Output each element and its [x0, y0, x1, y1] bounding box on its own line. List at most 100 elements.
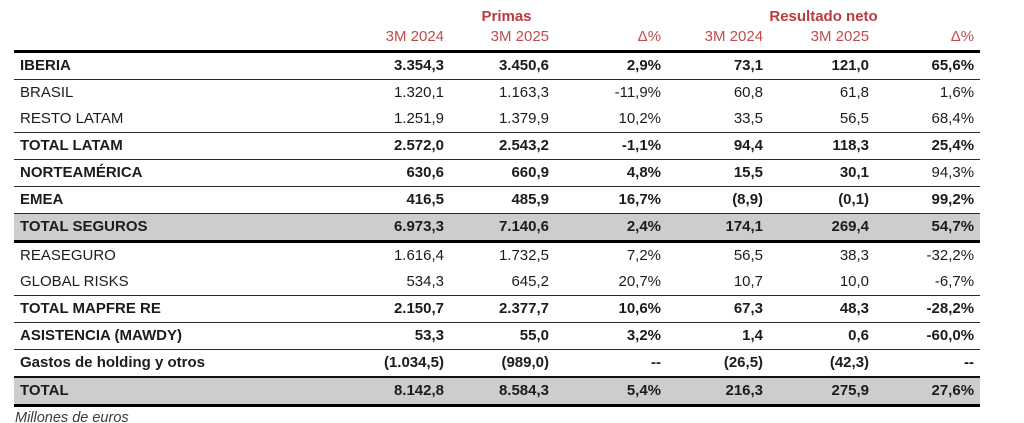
row-label: TOTAL: [14, 377, 346, 407]
cell-primas-delta: 10,6%: [555, 295, 668, 323]
row-label: NORTEAMÉRICA: [14, 159, 346, 187]
row-label: REASEGURO: [20, 247, 116, 264]
table-row-asistencia-mawdy: ASISTENCIA (MAWDY) 53,3 55,0 3,2% 1,4 0,…: [14, 322, 981, 350]
cell-resultado-2024: 1,4: [667, 322, 770, 350]
cell-primas-2024: 1.320,1: [393, 84, 444, 101]
row-label: ASISTENCIA (MAWDY): [14, 322, 346, 350]
group-header-primas: Primas: [481, 8, 532, 25]
table-row-global-risks: GLOBAL RISKS 534,3 645,2 20,7% 10,7 10,0…: [14, 269, 981, 296]
cell-resultado-2024: 94,4: [667, 132, 770, 160]
cell-resultado-2024: 15,5: [667, 159, 770, 187]
cell-resultado-2024: 73,1: [667, 51, 770, 80]
column-header-row: 3M 2024 3M 2025 Δ% 3M 2024 3M 2025 Δ%: [14, 27, 981, 53]
cell-resultado-2025: 38,3: [839, 247, 870, 264]
cell-primas-delta: 2,4%: [555, 213, 668, 243]
row-label: GLOBAL RISKS: [14, 269, 346, 296]
cell-resultado-delta: 1,6%: [939, 84, 975, 101]
cell-resultado-2025: 61,8: [839, 84, 870, 101]
group-header-resultado-neto: Resultado neto: [769, 8, 878, 25]
row-label: Gastos de holding y otros: [14, 349, 346, 378]
cell-resultado-2025: (42,3): [769, 349, 876, 378]
row-label: RESTO LATAM: [14, 106, 346, 133]
cell-primas-2024: 3.354,3: [346, 51, 450, 80]
cell-primas-2024: 6.973,3: [346, 213, 450, 243]
cell-resultado-2025: 269,4: [769, 213, 876, 243]
cell-primas-2024: 1.251,9: [346, 106, 450, 133]
cell-primas-2025: 2.543,2: [450, 132, 555, 160]
cell-primas-delta: 16,7%: [555, 186, 668, 214]
cell-primas-2024: 2.150,7: [346, 295, 450, 323]
cell-primas-2025: 645,2: [450, 269, 555, 296]
cell-primas-2025: 55,0: [450, 322, 555, 350]
row-label: TOTAL MAPFRE RE: [14, 295, 346, 323]
group-header-row: Primas Resultado neto: [14, 6, 980, 27]
cell-resultado-2025: 10,0: [769, 269, 876, 296]
cell-primas-2024: 8.142,8: [346, 377, 450, 407]
cell-primas-2025: 1.163,3: [498, 84, 549, 101]
cell-resultado-2024: 216,3: [667, 377, 770, 407]
cell-resultado-delta: 99,2%: [875, 186, 981, 214]
cell-resultado-2025: 275,9: [769, 377, 876, 407]
row-label: EMEA: [14, 186, 346, 214]
group-header-spacer: [14, 6, 346, 27]
cell-primas-delta: 2,9%: [555, 51, 668, 80]
table-row-gastos-holding: Gastos de holding y otros (1.034,5) (989…: [14, 349, 981, 378]
table-row-brasil: BRASIL 1.320,1 1.163,3 -11,9% 60,8 61,8 …: [14, 80, 980, 107]
cell-resultado-2025: 121,0: [769, 51, 876, 80]
cell-primas-2025: 1.732,5: [498, 247, 549, 264]
cell-resultado-delta: -28,2%: [875, 295, 981, 323]
col-header-primas-3m2025: 3M 2025: [450, 27, 555, 53]
cell-resultado-2024: 174,1: [667, 213, 770, 243]
cell-resultado-2025: 56,5: [769, 106, 876, 133]
cell-resultado-delta: -32,2%: [926, 247, 975, 264]
cell-primas-delta: 3,2%: [555, 322, 668, 350]
cell-primas-2025: 1.379,9: [450, 106, 555, 133]
col-header-resultado-delta: Δ%: [875, 27, 981, 53]
cell-resultado-2024: (8,9): [667, 186, 770, 214]
col-header-primas-3m2024: 3M 2024: [346, 27, 450, 53]
cell-primas-2025: 7.140,6: [450, 213, 555, 243]
cell-primas-2025: 8.584,3: [450, 377, 555, 407]
cell-resultado-2024: (26,5): [667, 349, 770, 378]
table-row-emea: EMEA 416,5 485,9 16,7% (8,9) (0,1) 99,2%: [14, 186, 981, 214]
cell-resultado-2024: 60,8: [733, 84, 764, 101]
cell-primas-2025: (989,0): [450, 349, 555, 378]
row-label: TOTAL LATAM: [14, 132, 346, 160]
cell-primas-2024: 53,3: [346, 322, 450, 350]
cell-resultado-2024: 67,3: [667, 295, 770, 323]
cell-resultado-delta: 94,3%: [875, 159, 981, 187]
units-footnote: Millones de euros: [15, 410, 129, 423]
cell-primas-2025: 485,9: [450, 186, 555, 214]
cell-resultado-2025: 118,3: [769, 132, 876, 160]
cell-primas-delta: 5,4%: [555, 377, 668, 407]
cell-primas-2024: 534,3: [346, 269, 450, 296]
cell-resultado-delta: 27,6%: [875, 377, 981, 407]
cell-primas-2024: (1.034,5): [346, 349, 450, 378]
cell-resultado-2025: 48,3: [769, 295, 876, 323]
cell-primas-2025: 3.450,6: [450, 51, 555, 80]
table-row-total-seguros: TOTAL SEGUROS 6.973,3 7.140,6 2,4% 174,1…: [14, 213, 981, 243]
table-row-norteamerica: NORTEAMÉRICA 630,6 660,9 4,8% 15,5 30,1 …: [14, 159, 981, 187]
row-label: IBERIA: [14, 51, 346, 80]
col-header-resultado-3m2024: 3M 2024: [667, 27, 770, 53]
cell-resultado-2024: 33,5: [667, 106, 770, 133]
cell-primas-2025: 2.377,7: [450, 295, 555, 323]
cell-resultado-delta: -6,7%: [875, 269, 981, 296]
cell-primas-2024: 2.572,0: [346, 132, 450, 160]
row-label: BRASIL: [20, 84, 74, 101]
cell-resultado-delta: 68,4%: [875, 106, 981, 133]
cell-resultado-delta: 65,6%: [875, 51, 981, 80]
cell-primas-2024: 630,6: [346, 159, 450, 187]
cell-resultado-2025: 0,6: [769, 322, 876, 350]
table-row-total-latam: TOTAL LATAM 2.572,0 2.543,2 -1,1% 94,4 1…: [14, 132, 981, 160]
cell-resultado-2025: (0,1): [769, 186, 876, 214]
table-row-total: TOTAL 8.142,8 8.584,3 5,4% 216,3 275,9 2…: [14, 377, 981, 407]
cell-resultado-2024: 10,7: [667, 269, 770, 296]
cell-resultado-delta: --: [875, 349, 981, 378]
table-row-resto-latam: RESTO LATAM 1.251,9 1.379,9 10,2% 33,5 5…: [14, 106, 981, 133]
table-row-reaseguro: REASEGURO 1.616,4 1.732,5 7,2% 56,5 38,3…: [14, 242, 980, 270]
table-row-total-mapfre-re: TOTAL MAPFRE RE 2.150,7 2.377,7 10,6% 67…: [14, 295, 981, 323]
cell-primas-delta: -1,1%: [555, 132, 668, 160]
cell-resultado-delta: 25,4%: [875, 132, 981, 160]
